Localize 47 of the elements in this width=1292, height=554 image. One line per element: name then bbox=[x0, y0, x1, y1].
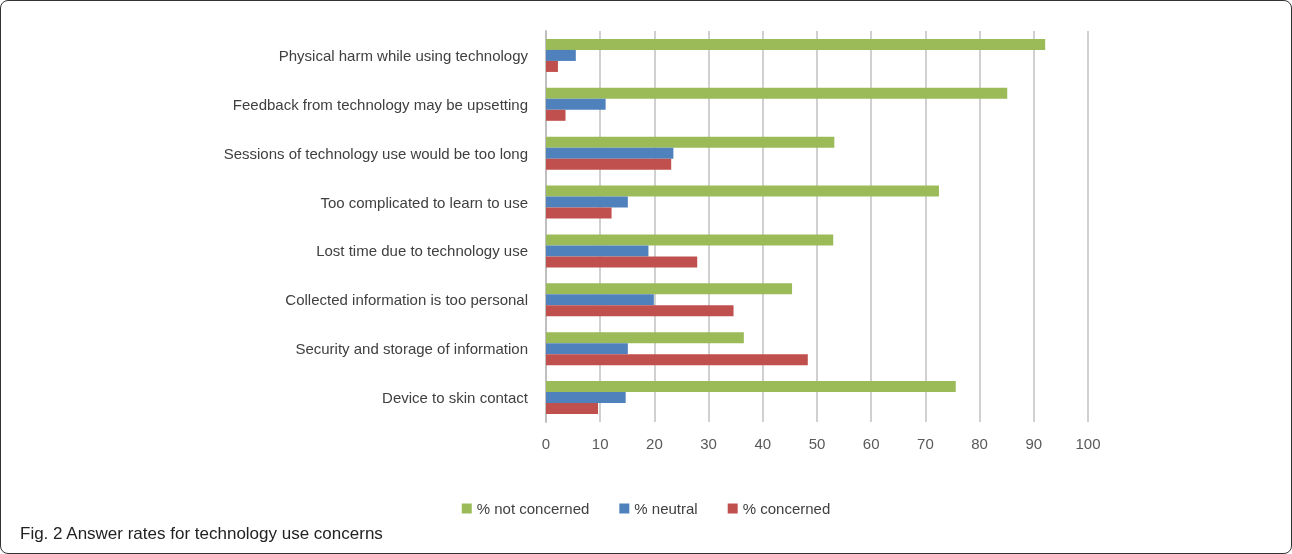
y-tick-label: Sessions of technology use would be too long bbox=[223, 144, 528, 162]
bar bbox=[546, 49, 576, 61]
bar bbox=[546, 403, 599, 415]
bar bbox=[546, 60, 558, 72]
bar bbox=[546, 98, 606, 110]
bar bbox=[546, 283, 793, 295]
legend-label: % concerned bbox=[742, 500, 831, 517]
bar bbox=[546, 87, 1008, 99]
x-tick-label: 30 bbox=[700, 435, 717, 452]
x-tick-label: 100 bbox=[1075, 435, 1101, 452]
x-tick-label: 80 bbox=[971, 435, 988, 452]
bar bbox=[546, 158, 672, 170]
y-tick-label: Security and storage of information bbox=[295, 340, 528, 358]
bar bbox=[546, 147, 674, 159]
bar bbox=[546, 38, 1046, 50]
y-tick-label: Physical harm while using technology bbox=[278, 46, 529, 64]
bar bbox=[546, 234, 834, 246]
x-tick-label: 10 bbox=[591, 435, 609, 452]
y-tick-label: Device to skin contact bbox=[382, 389, 529, 407]
y-tick-label: Collected information is too personal bbox=[285, 291, 528, 309]
x-tick-label: 60 bbox=[862, 435, 880, 452]
y-tick-label: Lost time due to technology use bbox=[316, 242, 528, 260]
bar bbox=[546, 294, 654, 306]
bar bbox=[546, 245, 649, 257]
bar bbox=[546, 332, 744, 344]
bar bbox=[546, 343, 628, 355]
y-tick-label: Too complicated to learn to use bbox=[320, 193, 528, 211]
legend-label: % not concerned bbox=[476, 500, 590, 517]
x-tick-label: 70 bbox=[917, 435, 934, 452]
bar bbox=[546, 185, 939, 197]
bar bbox=[546, 256, 698, 268]
bar bbox=[546, 392, 626, 404]
x-tick-label: 0 bbox=[541, 435, 551, 452]
legend-label: % neutral bbox=[634, 500, 698, 517]
bar bbox=[546, 305, 734, 317]
bar bbox=[546, 354, 808, 366]
x-tick-label: 90 bbox=[1025, 435, 1043, 452]
x-tick-label: 20 bbox=[646, 435, 663, 452]
bar bbox=[546, 136, 835, 148]
x-tick-label: 40 bbox=[754, 435, 772, 452]
y-tick-label: Feedback from technology may be upsetting bbox=[232, 95, 528, 113]
text: Fig. 2 Answer rates for technology use concerns bbox=[20, 524, 383, 543]
bar bbox=[546, 207, 612, 219]
bar bbox=[546, 381, 956, 393]
bar bbox=[546, 109, 566, 121]
x-tick-label: 50 bbox=[808, 435, 826, 452]
bar bbox=[546, 196, 628, 208]
